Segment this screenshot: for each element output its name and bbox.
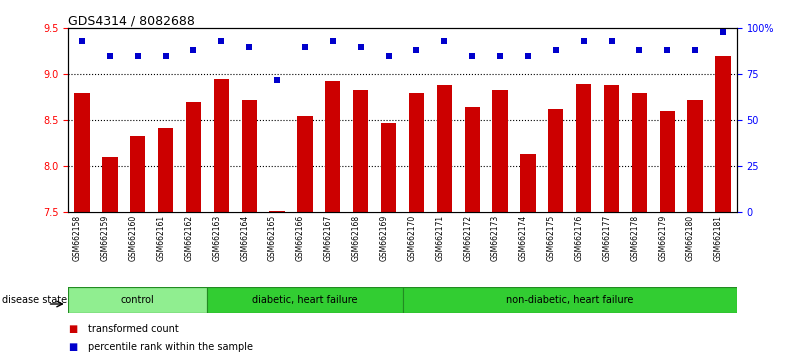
Text: GSM662163: GSM662163 <box>212 215 221 261</box>
Bar <box>130 136 146 212</box>
Point <box>299 44 312 50</box>
Bar <box>269 211 285 212</box>
Text: GSM662177: GSM662177 <box>602 215 611 261</box>
Point <box>633 47 646 53</box>
Point <box>521 53 534 59</box>
Point <box>465 53 478 59</box>
Point <box>215 38 227 44</box>
Text: GSM662164: GSM662164 <box>240 215 249 261</box>
Text: GSM662167: GSM662167 <box>324 215 333 261</box>
Text: GSM662175: GSM662175 <box>547 215 556 261</box>
Point <box>578 38 590 44</box>
Text: GSM662161: GSM662161 <box>157 215 166 261</box>
Point <box>187 47 200 53</box>
Point <box>382 53 395 59</box>
Point <box>354 44 367 50</box>
Bar <box>659 111 675 212</box>
Bar <box>409 93 424 212</box>
Bar <box>103 157 118 212</box>
Text: GSM662172: GSM662172 <box>463 215 472 261</box>
Text: GSM662159: GSM662159 <box>101 215 110 261</box>
Text: GSM662171: GSM662171 <box>435 215 445 261</box>
Bar <box>297 116 312 212</box>
Text: GDS4314 / 8082688: GDS4314 / 8082688 <box>68 14 195 27</box>
Text: GSM662169: GSM662169 <box>380 215 388 261</box>
Text: GSM662160: GSM662160 <box>129 215 138 261</box>
Bar <box>715 56 731 212</box>
Text: percentile rank within the sample: percentile rank within the sample <box>88 342 253 352</box>
Point <box>103 53 116 59</box>
Text: GSM662158: GSM662158 <box>73 215 82 261</box>
Point <box>243 44 256 50</box>
Bar <box>493 90 508 212</box>
Point <box>493 53 506 59</box>
Point <box>410 47 423 53</box>
Bar <box>604 85 619 212</box>
Text: transformed count: transformed count <box>88 324 179 334</box>
Point <box>131 53 144 59</box>
Text: GSM662179: GSM662179 <box>658 215 667 261</box>
Bar <box>74 93 90 212</box>
Text: GSM662178: GSM662178 <box>630 215 639 261</box>
Text: GSM662166: GSM662166 <box>296 215 305 261</box>
Text: GSM662181: GSM662181 <box>714 215 723 261</box>
Point <box>549 47 562 53</box>
Point <box>717 29 730 35</box>
Bar <box>353 90 368 212</box>
Point <box>75 38 88 44</box>
Text: GSM662176: GSM662176 <box>574 215 584 261</box>
Bar <box>403 287 737 313</box>
Point <box>689 47 702 53</box>
Point <box>605 38 618 44</box>
Bar <box>214 79 229 212</box>
Text: GSM662165: GSM662165 <box>268 215 277 261</box>
Bar <box>158 128 173 212</box>
Bar <box>687 100 702 212</box>
Bar <box>68 287 207 313</box>
Bar <box>381 123 396 212</box>
Text: GSM662173: GSM662173 <box>491 215 500 261</box>
Text: GSM662180: GSM662180 <box>686 215 695 261</box>
Bar <box>576 84 591 212</box>
Text: GSM662174: GSM662174 <box>519 215 528 261</box>
Bar <box>548 109 563 212</box>
Bar <box>242 100 257 212</box>
Text: GSM662162: GSM662162 <box>184 215 194 261</box>
Bar <box>325 81 340 212</box>
Point <box>159 53 172 59</box>
Point <box>438 38 451 44</box>
Text: ■: ■ <box>68 342 78 352</box>
Bar <box>437 85 452 212</box>
Text: ■: ■ <box>68 324 78 334</box>
Text: GSM662168: GSM662168 <box>352 215 360 261</box>
Bar <box>207 287 403 313</box>
Bar <box>632 93 647 212</box>
Text: diabetic, heart failure: diabetic, heart failure <box>252 295 358 305</box>
Point <box>271 77 284 83</box>
Point <box>327 38 340 44</box>
Bar <box>186 102 201 212</box>
Bar <box>520 154 536 212</box>
Point <box>661 47 674 53</box>
Bar <box>465 107 480 212</box>
Text: control: control <box>121 295 155 305</box>
Text: disease state: disease state <box>2 295 67 305</box>
Text: non-diabetic, heart failure: non-diabetic, heart failure <box>506 295 634 305</box>
Text: GSM662170: GSM662170 <box>408 215 417 261</box>
